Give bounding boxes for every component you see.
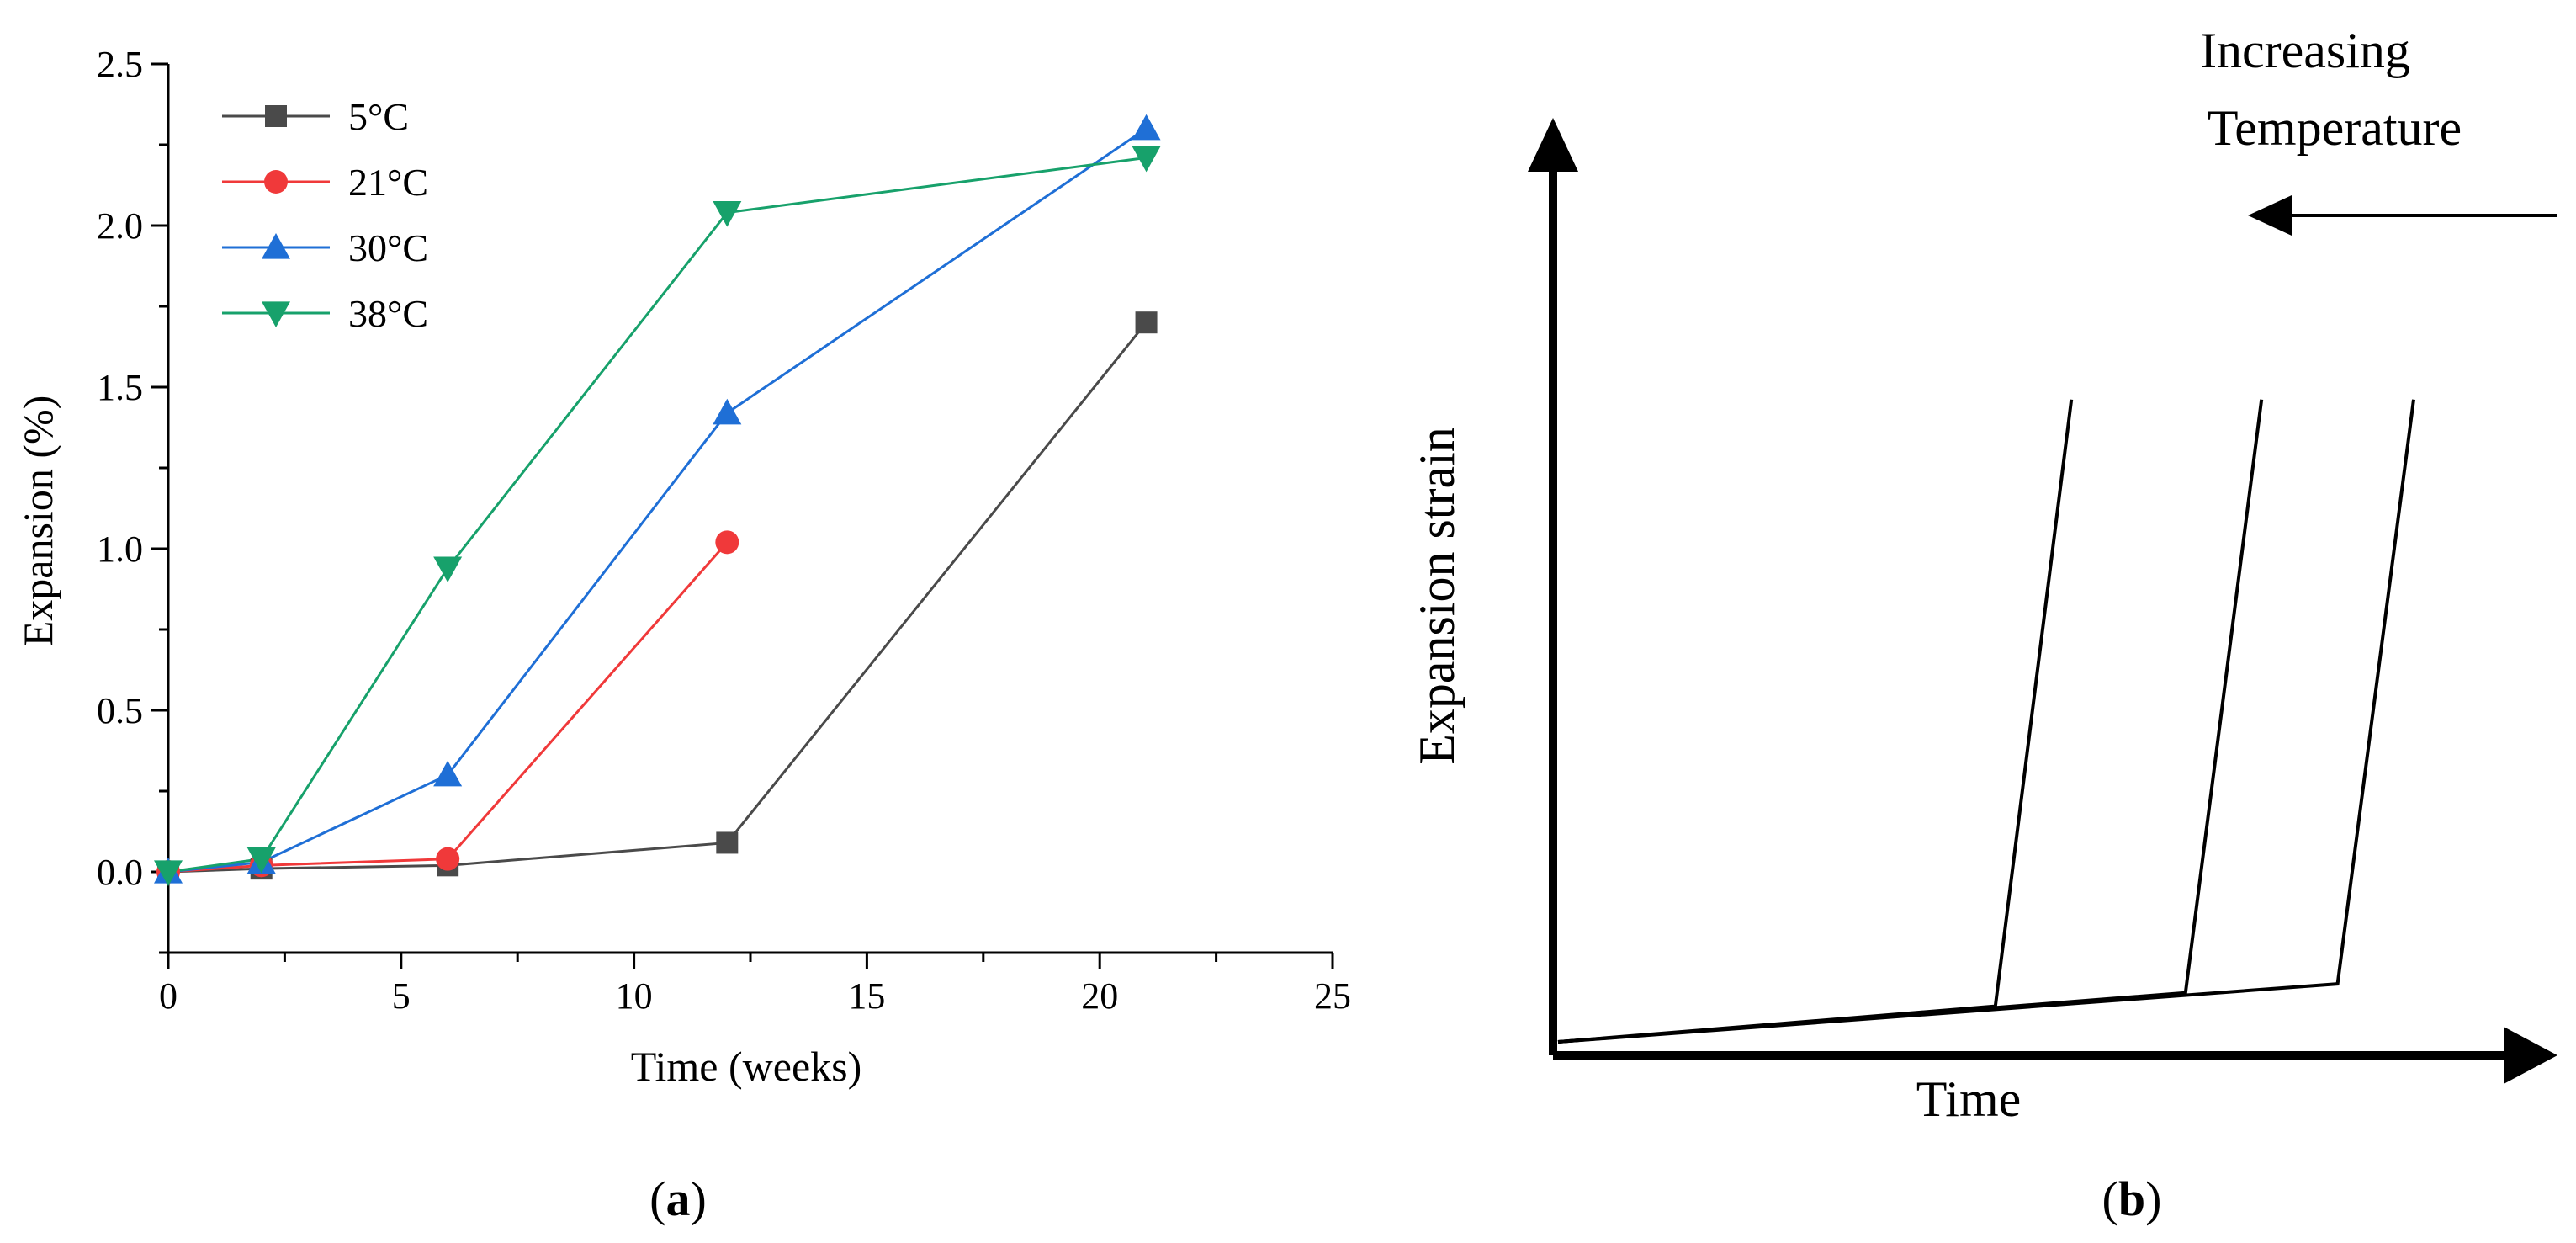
data-point-3 (246, 847, 276, 874)
b-curve-low (1557, 399, 2074, 1044)
increasing-temperature-arrowhead (2248, 195, 2292, 236)
legend-marker (262, 301, 290, 327)
x-tick-label: 25 (1314, 975, 1351, 1017)
legend-label: 5°C (348, 95, 409, 138)
annotation-temperature: Temperature (2208, 100, 2462, 156)
legend-marker (262, 233, 290, 259)
x-axis-title: Time (weeks) (631, 1043, 862, 1090)
data-point-1 (436, 847, 460, 871)
y-axis-title: Expansion (%) (14, 396, 61, 647)
data-point-0 (716, 831, 739, 854)
y-tick-label: 2.5 (97, 44, 143, 85)
data-point-2 (1132, 114, 1161, 141)
x-tick-label: 5 (392, 975, 411, 1017)
data-point-3 (154, 860, 183, 886)
y-tick-label: 1.0 (97, 529, 143, 570)
data-point-1 (715, 530, 739, 555)
y-tick-label: 2.0 (97, 205, 143, 247)
legend-label: 38°C (348, 292, 428, 335)
b-x-axis-title: Time (1916, 1071, 2022, 1127)
panel-b-letter: b (2118, 1171, 2145, 1226)
y-tick-label: 1.5 (97, 367, 143, 408)
b-curves (1557, 399, 2415, 1044)
panel-a-chart: 0 5 10 15 20 25 0.0 0.5 1.0 1.5 2.0 2.5 5°C 21°C 30°C… (14, 44, 1351, 1090)
b-y-axis-arrowhead (1528, 118, 1578, 172)
panel-a-axes (167, 64, 1333, 954)
y-tick-label: 0.0 (97, 852, 143, 893)
annotation-increasing: Increasing (2200, 23, 2410, 78)
legend-label: 30°C (348, 226, 428, 269)
y-tick-label: 0.5 (97, 690, 143, 731)
series-line-2 (167, 127, 1148, 874)
data-point-3 (1132, 146, 1161, 173)
series-line-0 (167, 321, 1148, 874)
panel-a-letter: a (666, 1171, 691, 1226)
panel-a-legend: 5°C 21°C 30°C 38°C (222, 95, 428, 335)
series-line-3 (167, 156, 1147, 874)
panel-a-ticks: 0 5 10 15 20 25 0.0 0.5 1.0 1.5 2.0 2.5 (97, 44, 1351, 1017)
panel-a-label: (a) (649, 1171, 707, 1226)
data-point-3 (433, 556, 463, 583)
data-point-0 (1135, 311, 1158, 334)
x-tick-label: 10 (616, 975, 653, 1017)
x-tick-label: 15 (848, 975, 885, 1017)
b-x-axis-arrowhead (2504, 1027, 2557, 1084)
x-tick-label: 20 (1081, 975, 1118, 1017)
legend-marker (264, 170, 288, 194)
data-point-2 (713, 398, 742, 425)
legend-label: 21°C (348, 161, 428, 204)
series-line-1 (167, 541, 729, 874)
b-y-axis-title: Expansion strain (1409, 427, 1465, 765)
legend-marker (265, 105, 287, 127)
data-point-2 (433, 760, 463, 787)
panel-b-schematic: Increasing Temperature Time Expansion st… (1409, 23, 2557, 1127)
b-curve-high (1557, 399, 2415, 1044)
b-curve-mid (1557, 399, 2264, 1044)
panel-a-series (154, 114, 1161, 886)
data-point-3 (713, 201, 742, 227)
x-tick-label: 0 (159, 975, 178, 1017)
panel-b-label: (b) (2102, 1171, 2162, 1226)
